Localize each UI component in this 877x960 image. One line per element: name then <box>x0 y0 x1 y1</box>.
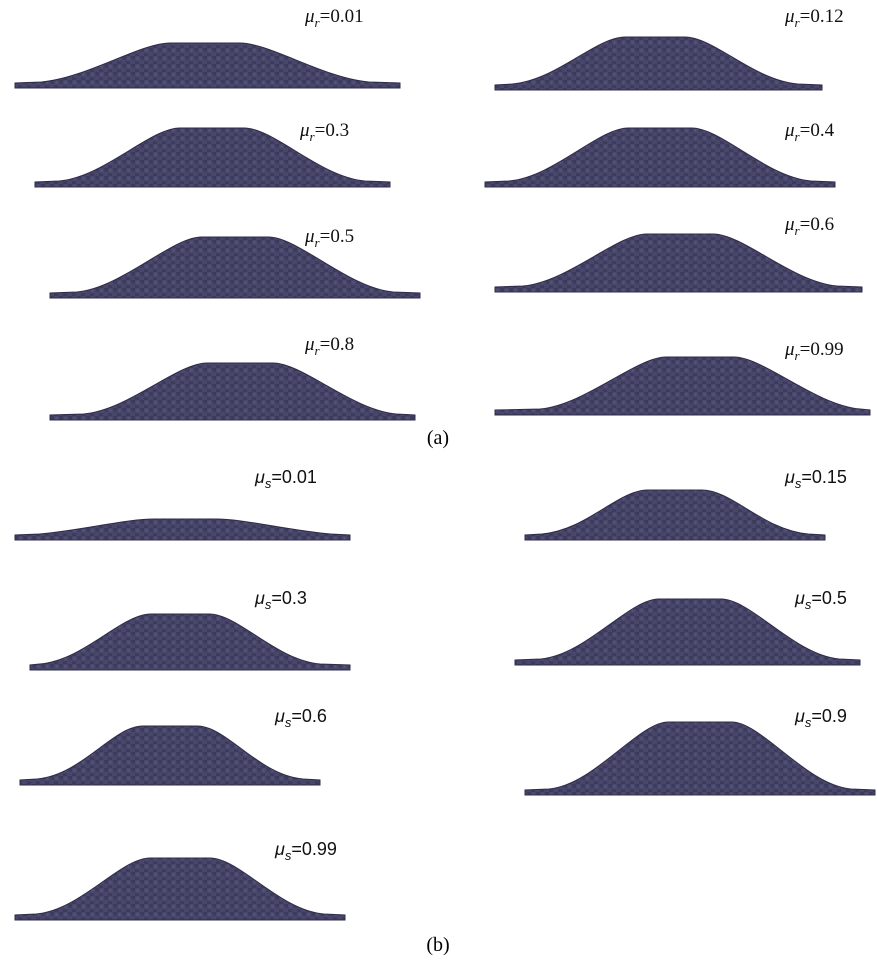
particle-pile <box>485 128 835 187</box>
symbol: μ <box>254 467 265 487</box>
particle-pile <box>50 363 415 420</box>
symbol: μ <box>784 339 795 360</box>
particle-pile <box>15 519 350 540</box>
symbol: μ <box>274 706 285 726</box>
friction-label: μs=0.3 <box>254 588 307 612</box>
value: =0.12 <box>800 6 844 27</box>
value: =0.5 <box>811 588 847 608</box>
particle-pile <box>15 858 345 920</box>
friction-label: μr=0.6 <box>784 214 834 238</box>
symbol: μ <box>304 6 315 27</box>
symbol: μ <box>274 839 285 859</box>
value: =0.3 <box>271 588 307 608</box>
friction-label: μr=0.12 <box>784 6 844 30</box>
particle-pile <box>50 237 420 298</box>
value: =0.9 <box>811 706 847 726</box>
particle-pile <box>20 726 320 785</box>
value: =0.01 <box>320 6 364 27</box>
friction-label: μr=0.4 <box>784 120 835 144</box>
figure: (a) (b) μr=0.01 μr=0.12 μr=0.3 μr=0.4 μr=0.5… <box>0 0 877 960</box>
value: =0.6 <box>800 214 834 235</box>
symbol: μ <box>304 334 315 355</box>
value: =0.01 <box>271 467 317 487</box>
value: =0.5 <box>320 226 354 247</box>
value: =0.4 <box>800 120 835 141</box>
value: =0.3 <box>315 120 349 141</box>
particle-pile <box>495 37 822 90</box>
friction-label: μs=0.5 <box>794 588 847 612</box>
friction-label: μr=0.3 <box>299 120 349 144</box>
particle-pile <box>495 357 870 415</box>
value: =0.8 <box>320 334 354 355</box>
symbol: μ <box>299 120 310 141</box>
symbol: μ <box>794 706 805 726</box>
friction-label: μr=0.99 <box>784 339 844 363</box>
friction-label: μs=0.01 <box>254 467 317 491</box>
friction-label: μs=0.9 <box>794 706 847 730</box>
panel-label: (a) <box>427 427 449 449</box>
symbol: μ <box>784 6 795 27</box>
symbol: μ <box>784 214 795 235</box>
symbol: μ <box>784 467 795 487</box>
friction-label: μs=0.15 <box>784 467 847 491</box>
value: =0.99 <box>291 839 337 859</box>
friction-label: μr=0.01 <box>304 6 364 30</box>
friction-label: μr=0.8 <box>304 334 354 358</box>
particle-pile <box>15 43 400 88</box>
particle-pile <box>495 234 862 292</box>
friction-label: μs=0.99 <box>274 839 337 863</box>
particle-pile <box>525 490 825 540</box>
value: =0.99 <box>800 339 844 360</box>
value: =0.15 <box>801 467 847 487</box>
friction-label: μr=0.5 <box>304 226 354 250</box>
particle-pile <box>525 722 875 795</box>
panel-label: (b) <box>426 934 449 956</box>
symbol: μ <box>794 588 805 608</box>
symbol: μ <box>304 226 315 247</box>
friction-label: μs=0.6 <box>274 706 327 730</box>
particle-pile <box>30 614 350 670</box>
symbol: μ <box>254 588 265 608</box>
value: =0.6 <box>291 706 327 726</box>
symbol: μ <box>784 120 795 141</box>
